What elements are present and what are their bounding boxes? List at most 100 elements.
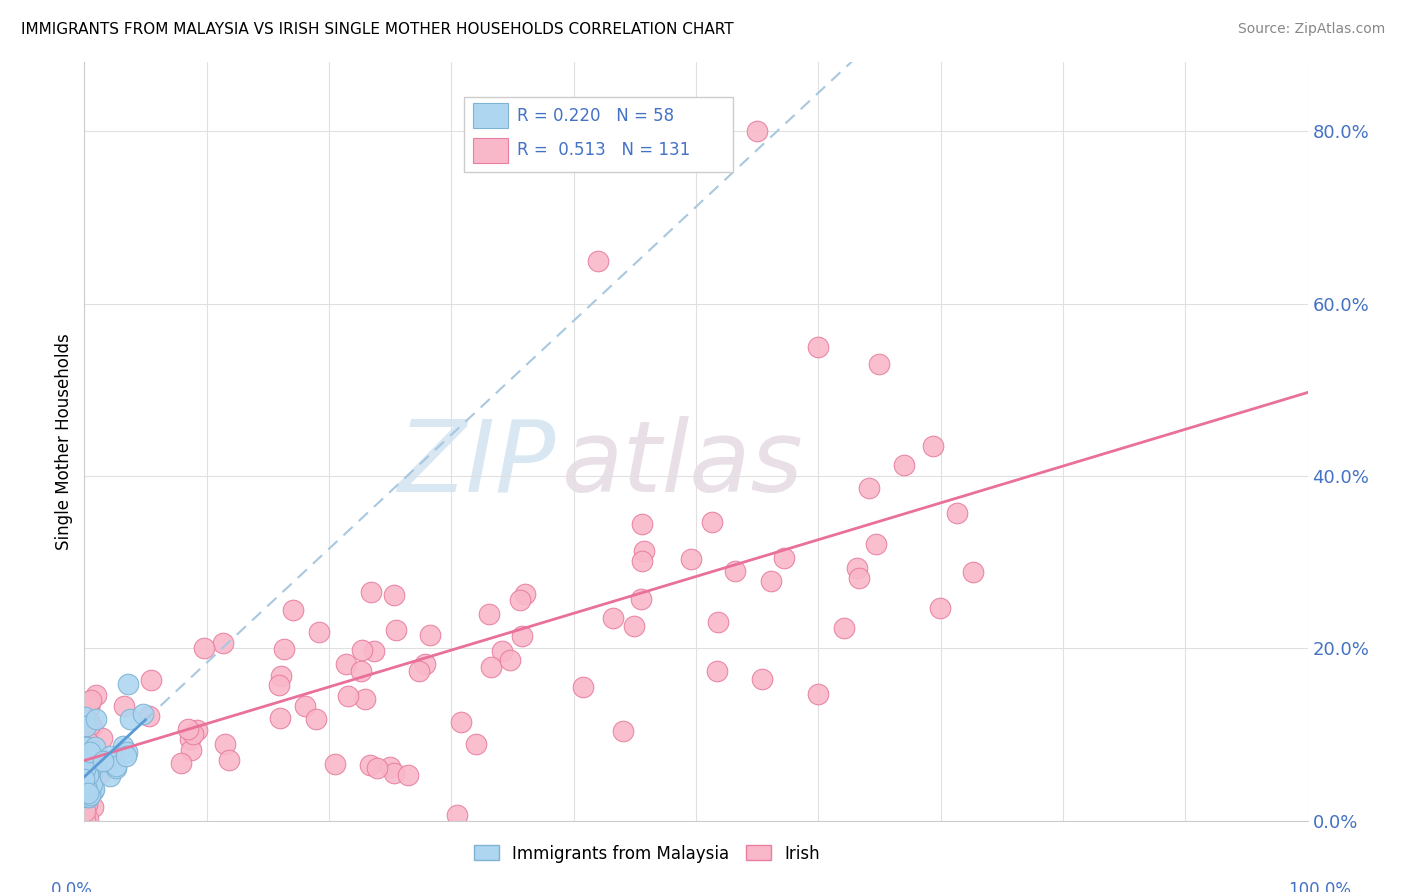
Point [75, 762, 97, 776]
Point [75, 776, 97, 790]
Point [77, 766, 100, 780]
Point [75, 778, 97, 792]
Point [73, 781, 96, 796]
Point [602, 610, 624, 624]
Point [79, 774, 101, 789]
Point [76, 789, 98, 803]
Point [73, 707, 96, 722]
Text: R =  0.513   N = 131: R = 0.513 N = 131 [517, 142, 690, 160]
Point [408, 664, 430, 678]
Point [612, 723, 634, 738]
Point [84, 688, 107, 702]
Text: R = 0.220   N = 58: R = 0.220 N = 58 [517, 106, 675, 125]
Point [76, 756, 98, 771]
Point [499, 653, 522, 667]
Point [336, 689, 359, 703]
Point [179, 732, 201, 747]
Point [115, 748, 138, 763]
Point [82, 747, 104, 761]
Point [79, 693, 101, 707]
Point [80, 775, 103, 789]
Point [76, 761, 98, 775]
Point [75, 725, 97, 739]
Point [138, 709, 160, 723]
Point [75, 779, 97, 793]
Point [294, 698, 316, 713]
Point [707, 615, 730, 629]
Point [858, 481, 880, 495]
Point [75, 740, 97, 755]
Point [724, 565, 747, 579]
Point [832, 621, 855, 635]
Point [773, 551, 796, 566]
Point [73, 805, 96, 819]
Point [82, 744, 104, 758]
Point [79, 771, 101, 785]
Point [73, 780, 96, 794]
Point [86, 754, 108, 768]
Point [308, 625, 330, 640]
Point [76, 740, 98, 755]
Legend: Immigrants from Malaysia, Irish: Immigrants from Malaysia, Irish [467, 838, 827, 869]
Point [75, 801, 97, 815]
Point [450, 714, 472, 729]
Point [77, 784, 100, 798]
Point [382, 765, 405, 780]
Point [572, 680, 595, 694]
Point [186, 723, 208, 737]
Point [170, 756, 193, 770]
Point [73, 759, 96, 773]
Point [75, 785, 97, 799]
Point [89, 765, 111, 780]
Point [921, 439, 943, 453]
Point [359, 758, 381, 772]
Point [270, 669, 292, 683]
Point [75, 753, 97, 767]
Point [112, 739, 135, 754]
Point [946, 506, 969, 520]
Point [73, 814, 96, 828]
Point [75, 756, 97, 770]
Text: 0.0%: 0.0% [51, 881, 93, 892]
Text: IMMIGRANTS FROM MALAYSIA VS IRISH SINGLE MOTHER HOUSEHOLDS CORRELATION CHART: IMMIGRANTS FROM MALAYSIA VS IRISH SINGLE… [21, 22, 734, 37]
Point [77, 699, 100, 714]
Point [75, 768, 97, 782]
Point [415, 657, 437, 671]
Point [702, 515, 724, 529]
FancyBboxPatch shape [464, 96, 733, 172]
Point [76, 777, 98, 791]
Point [928, 600, 950, 615]
Point [76, 695, 98, 709]
FancyBboxPatch shape [474, 103, 508, 128]
Point [77, 768, 100, 782]
Point [83, 781, 105, 796]
Point [98, 769, 121, 783]
Point [325, 756, 347, 771]
Point [82, 764, 104, 779]
Point [807, 340, 830, 354]
Point [354, 691, 377, 706]
Point [75, 719, 97, 733]
Point [751, 672, 773, 686]
Point [105, 761, 128, 775]
Point [118, 712, 141, 726]
Point [706, 664, 728, 678]
Point [76, 786, 98, 800]
Point [630, 554, 652, 568]
Point [80, 780, 103, 794]
Point [132, 706, 155, 721]
Point [77, 812, 100, 826]
Point [76, 789, 98, 804]
Point [679, 552, 702, 566]
Point [112, 698, 135, 713]
Point [77, 743, 100, 757]
Point [75, 784, 97, 798]
Point [385, 624, 408, 638]
Point [869, 357, 891, 371]
Point [82, 747, 104, 761]
Point [76, 785, 98, 799]
Text: atlas: atlas [561, 416, 803, 513]
Point [73, 759, 96, 773]
Point [363, 644, 385, 658]
Point [630, 592, 652, 607]
